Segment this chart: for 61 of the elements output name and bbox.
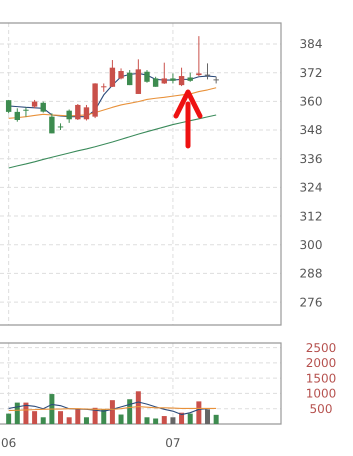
- y-tick-label: 300: [300, 238, 322, 252]
- line-series: [8, 87, 217, 119]
- candlestick: [110, 60, 116, 88]
- bar: [188, 414, 193, 424]
- candlestick: [6, 99, 12, 114]
- bar: [179, 412, 184, 424]
- y-tick-label: 312: [300, 209, 322, 224]
- bar: [118, 414, 124, 424]
- bar: [32, 411, 38, 424]
- candlestick: [170, 72, 176, 84]
- y-tick-label: 1500: [306, 371, 336, 386]
- candlestick: [144, 70, 150, 84]
- bar: [214, 414, 219, 424]
- candlestick: [188, 72, 193, 82]
- y-tick-label: 276: [300, 295, 322, 310]
- candlestick: [14, 108, 20, 122]
- y-tick-label: 360: [300, 94, 322, 109]
- y-tick-label: 348: [300, 123, 322, 138]
- x-tick-label: 06: [1, 436, 16, 450]
- candlestick: [66, 108, 72, 124]
- bar: [162, 416, 167, 424]
- bar: [127, 399, 132, 424]
- y-tick-label: 2500: [306, 340, 336, 355]
- y-tick-label: 1000: [306, 386, 336, 401]
- candlestick: [162, 62, 167, 84]
- line-series: [8, 114, 217, 169]
- candlestick: [40, 101, 46, 114]
- bar: [66, 417, 72, 424]
- bar: [6, 414, 12, 424]
- candlestick: [118, 68, 124, 80]
- bar: [49, 394, 54, 424]
- candlestick: [75, 103, 81, 121]
- candlestick: [84, 104, 90, 121]
- bar: [110, 400, 115, 424]
- bar: [58, 411, 64, 424]
- x-tick-label: 07: [165, 436, 181, 450]
- bar: [144, 417, 150, 424]
- bar: [40, 417, 46, 424]
- candlestick: [23, 106, 29, 118]
- candlestick: [49, 112, 55, 134]
- y-tick-label: 500: [310, 402, 332, 416]
- bar: [75, 409, 80, 424]
- candlestick: [152, 76, 158, 88]
- bar: [170, 417, 176, 424]
- y-tick-label: 324: [300, 180, 322, 195]
- bar: [136, 391, 141, 424]
- bar: [205, 409, 210, 424]
- y-tick-label: 288: [300, 266, 322, 281]
- bar: [196, 401, 202, 424]
- y-tick-label: 384: [300, 37, 322, 52]
- candlestick: [196, 36, 202, 77]
- y-tick-label: 2000: [306, 356, 336, 370]
- bar: [153, 418, 158, 424]
- y-tick-label: 372: [300, 66, 322, 80]
- candlestick: [126, 70, 132, 86]
- candlestick: [178, 67, 184, 87]
- line-series: [8, 401, 208, 416]
- bar: [84, 417, 89, 424]
- y-tick-label: 336: [300, 152, 322, 166]
- candlestick: [204, 62, 210, 80]
- candlestick: [101, 82, 106, 92]
